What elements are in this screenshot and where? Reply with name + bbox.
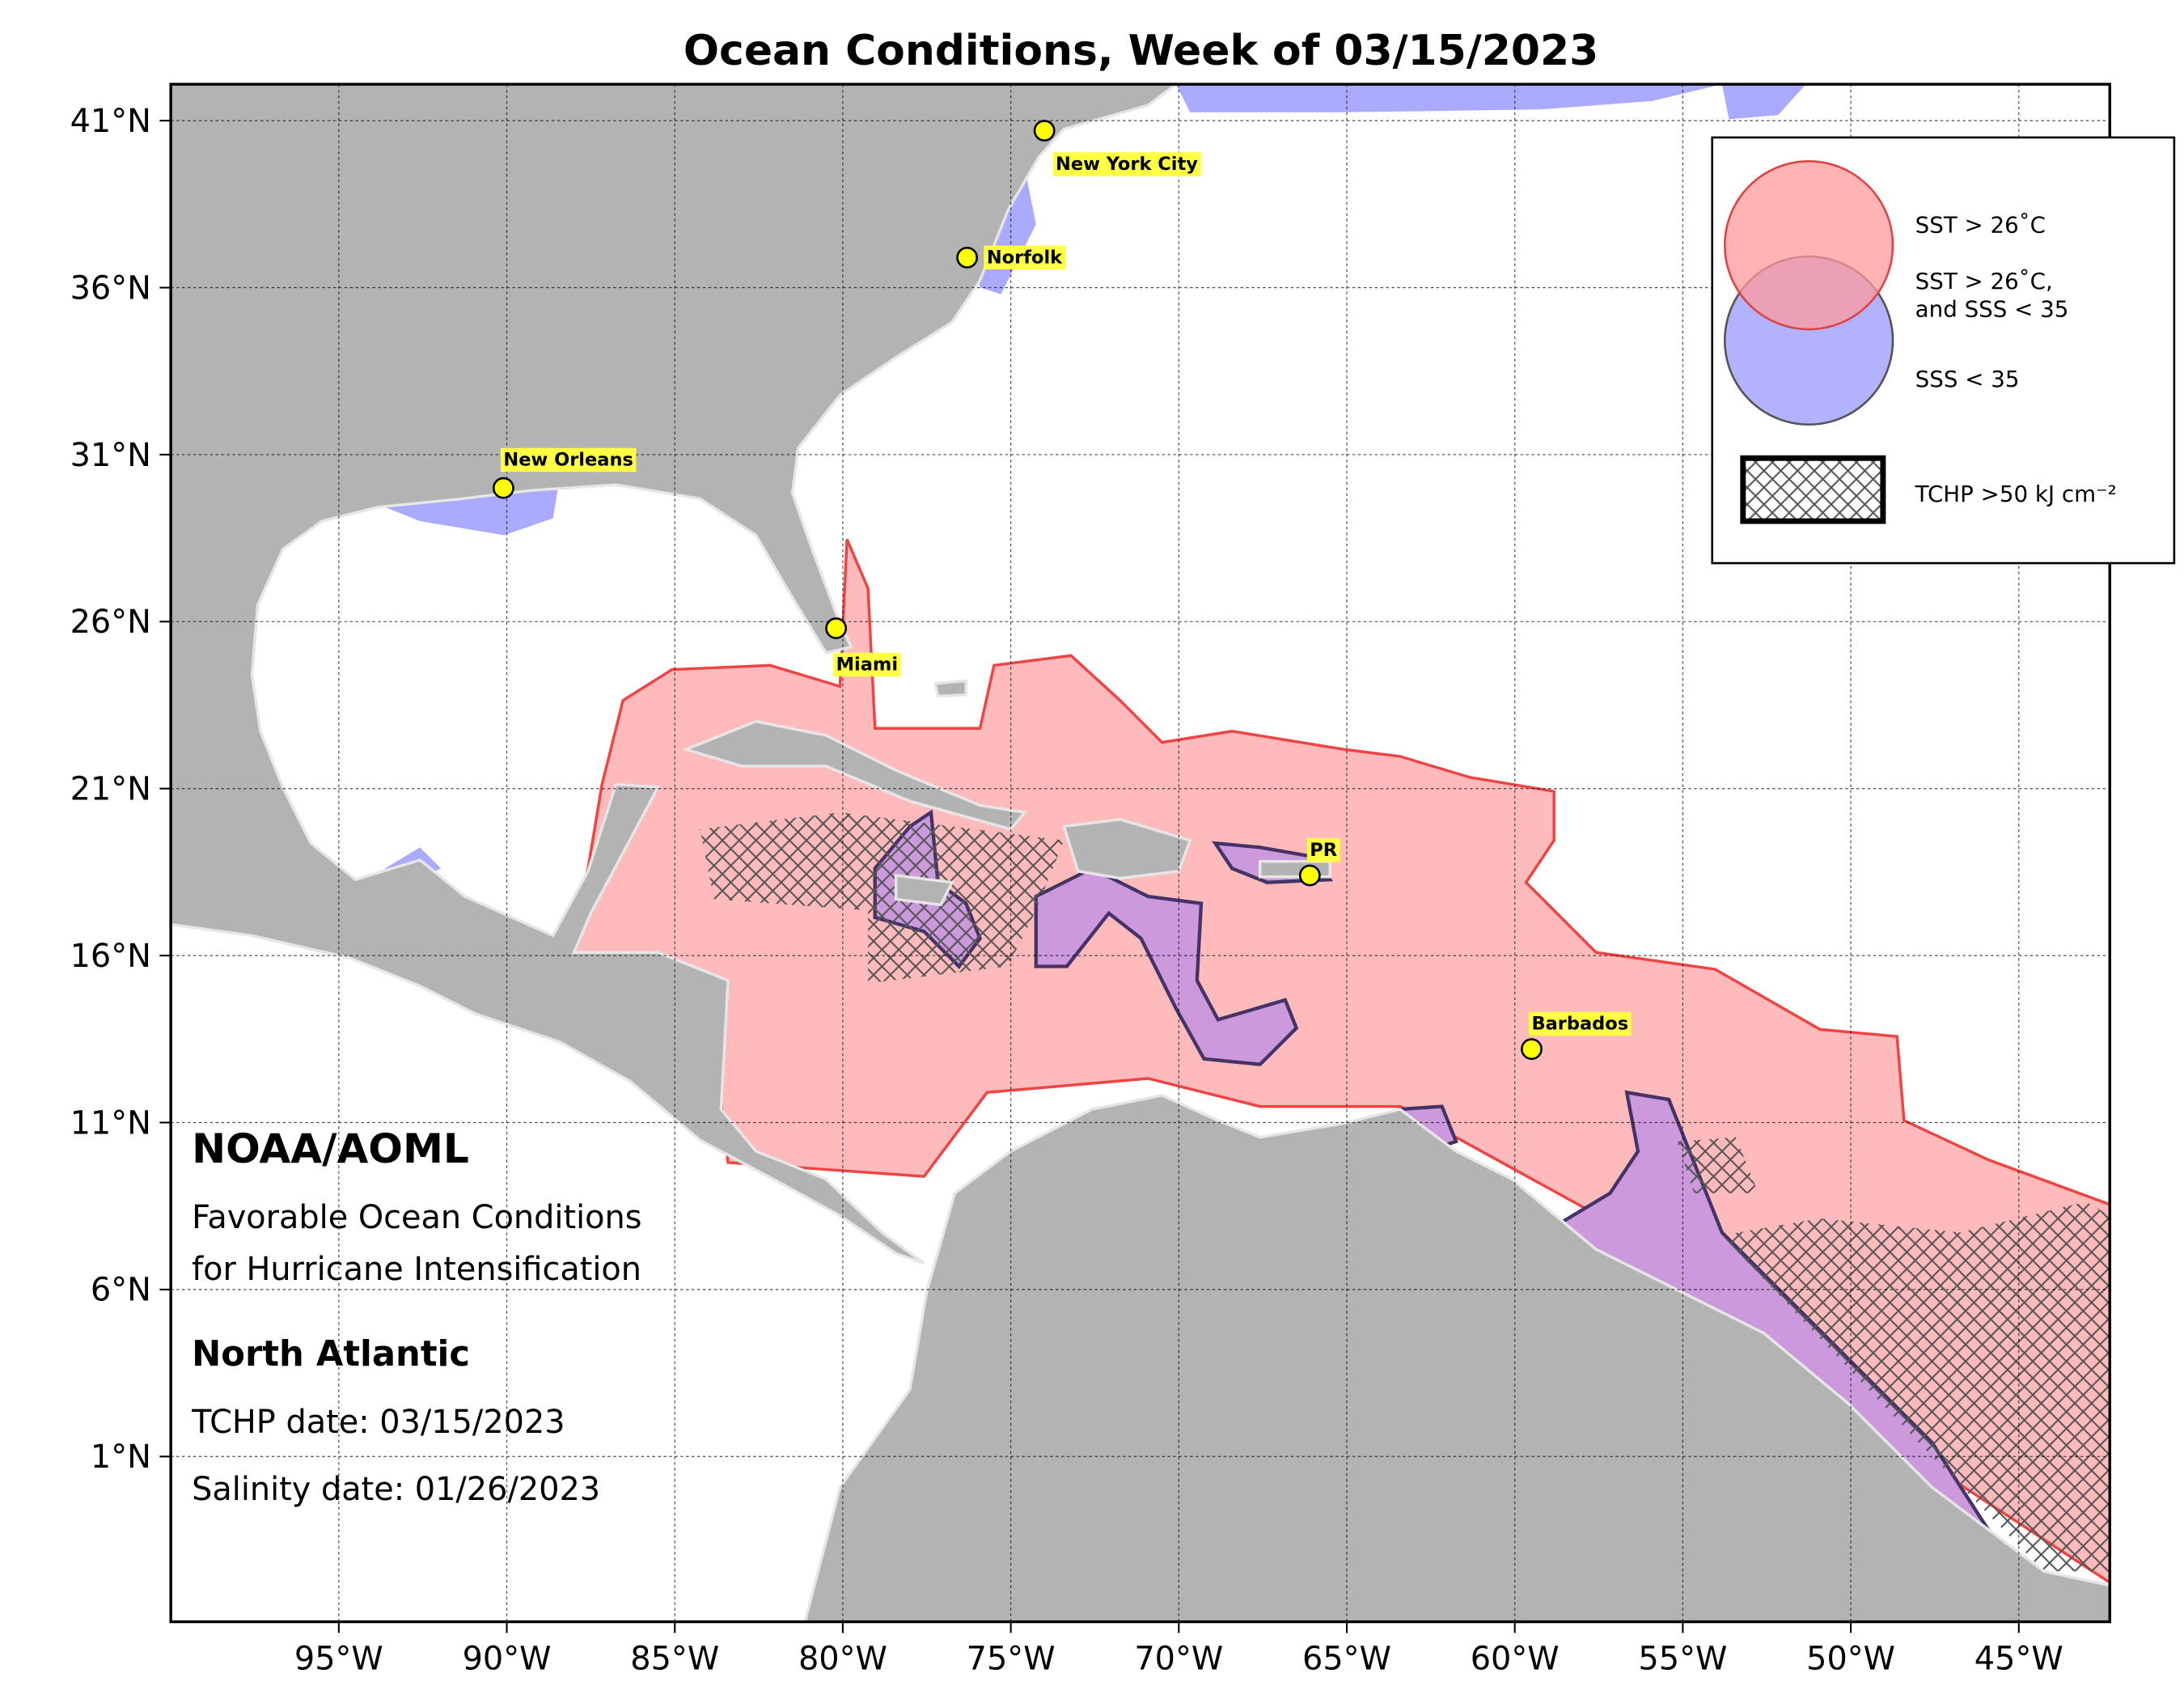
- legend-label: SST > 26˚C: [1915, 212, 2046, 239]
- legend-sst-swatch: [1724, 160, 1894, 331]
- city-label-bg: [1529, 1011, 1632, 1036]
- lon-tick-label: 55°W: [1638, 1640, 1727, 1677]
- lon-tick-label: 60°W: [1471, 1640, 1560, 1677]
- lat-tick-label: 21°N: [70, 771, 151, 808]
- axis-ticks: 95°W 90°W 85°W 80°W 75°W 70°W 65°W 60°W 55°W 50°W…: [70, 103, 2063, 1677]
- city-label-bg: [833, 652, 901, 677]
- lon-tick-label: 95°W: [294, 1640, 383, 1677]
- low-salinity-area: [1175, 84, 1722, 112]
- legend: SST > 26˚C SST > 26˚C, and SSS < 35 SSS …: [1711, 136, 2176, 565]
- lat-tick-label: 16°N: [70, 938, 151, 975]
- cuba: [681, 719, 1028, 831]
- lat-tick-label: 11°N: [70, 1104, 151, 1142]
- city-label: Barbados: [1531, 1013, 1628, 1034]
- lat-tick-label: 31°N: [70, 437, 151, 474]
- graticule: [171, 84, 2110, 1622]
- land: [171, 84, 2110, 1622]
- favorable-area: [1034, 866, 1299, 1066]
- lon-tick-label: 90°W: [463, 1640, 552, 1677]
- city-marker: [825, 617, 848, 639]
- legend-label: and SSS < 35: [1915, 295, 2069, 322]
- description: for Hurricane Intensification: [192, 1251, 641, 1288]
- city-marker: [1033, 120, 1056, 142]
- legend-label: SST > 26˚C,: [1915, 268, 2053, 294]
- lat-tick-label: 41°N: [70, 103, 151, 140]
- city-marker: [956, 246, 979, 269]
- lon-tick-label: 80°W: [798, 1640, 887, 1677]
- city-label: New Orleans: [503, 450, 633, 471]
- low-salinity-area: [1721, 84, 1806, 120]
- bahamas: [933, 679, 967, 698]
- tchp-area: [1677, 1137, 1759, 1193]
- organization: NOAA/AOML: [192, 1125, 469, 1172]
- cities: New York City Norfolk New Orleans Miami PR Ba…: [492, 120, 1632, 1061]
- legend-tchp-swatch: [1740, 455, 1886, 524]
- lat-tick-label: 36°N: [70, 269, 151, 307]
- city-label: PR: [1310, 840, 1337, 861]
- tchp-date: TCHP date: 03/15/2023: [191, 1404, 565, 1441]
- lat-tick-label: 26°N: [70, 604, 151, 641]
- jamaica: [894, 874, 954, 907]
- tchp-area: [1721, 1201, 2110, 1572]
- legend-label: SSS < 35: [1915, 366, 2020, 392]
- tchp-area: [700, 812, 1064, 984]
- north-central-america: [171, 84, 1179, 1265]
- legend-label: TCHP >50 kJ cm⁻²: [1915, 481, 2117, 507]
- salinity-date: Salinity date: 01/26/2023: [192, 1471, 600, 1508]
- city-label-bg: [984, 245, 1066, 270]
- region: North Atlantic: [192, 1334, 470, 1375]
- map-frame: [169, 83, 2111, 1624]
- lat-tick-label: 6°N: [91, 1272, 151, 1309]
- city-marker: [492, 477, 514, 499]
- lon-tick-label: 70°W: [1134, 1640, 1223, 1677]
- lon-tick-label: 65°W: [1302, 1640, 1391, 1677]
- description: Favorable Ocean Conditions: [192, 1199, 641, 1236]
- title: Ocean Conditions, Week of 03/15/2023: [684, 27, 1598, 75]
- city-label: Norfolk: [987, 247, 1063, 268]
- lon-tick-label: 75°W: [967, 1640, 1056, 1677]
- south-america: [803, 1093, 2110, 1622]
- lon-tick-label: 45°W: [1974, 1640, 2063, 1677]
- info-block: NOAA/AOML Favorable Ocean Conditions for…: [191, 1125, 641, 1508]
- lon-tick-label: 50°W: [1806, 1640, 1895, 1677]
- city-label-bg: [500, 447, 637, 472]
- city-label-bg: [1306, 838, 1340, 862]
- city-marker: [1298, 864, 1321, 887]
- lon-tick-label: 85°W: [630, 1640, 719, 1677]
- lat-tick-label: 1°N: [91, 1438, 151, 1476]
- city-label-bg: [1052, 152, 1201, 176]
- city-label: New York City: [1056, 154, 1198, 175]
- city-marker: [1521, 1038, 1543, 1061]
- city-label: Miami: [836, 654, 898, 675]
